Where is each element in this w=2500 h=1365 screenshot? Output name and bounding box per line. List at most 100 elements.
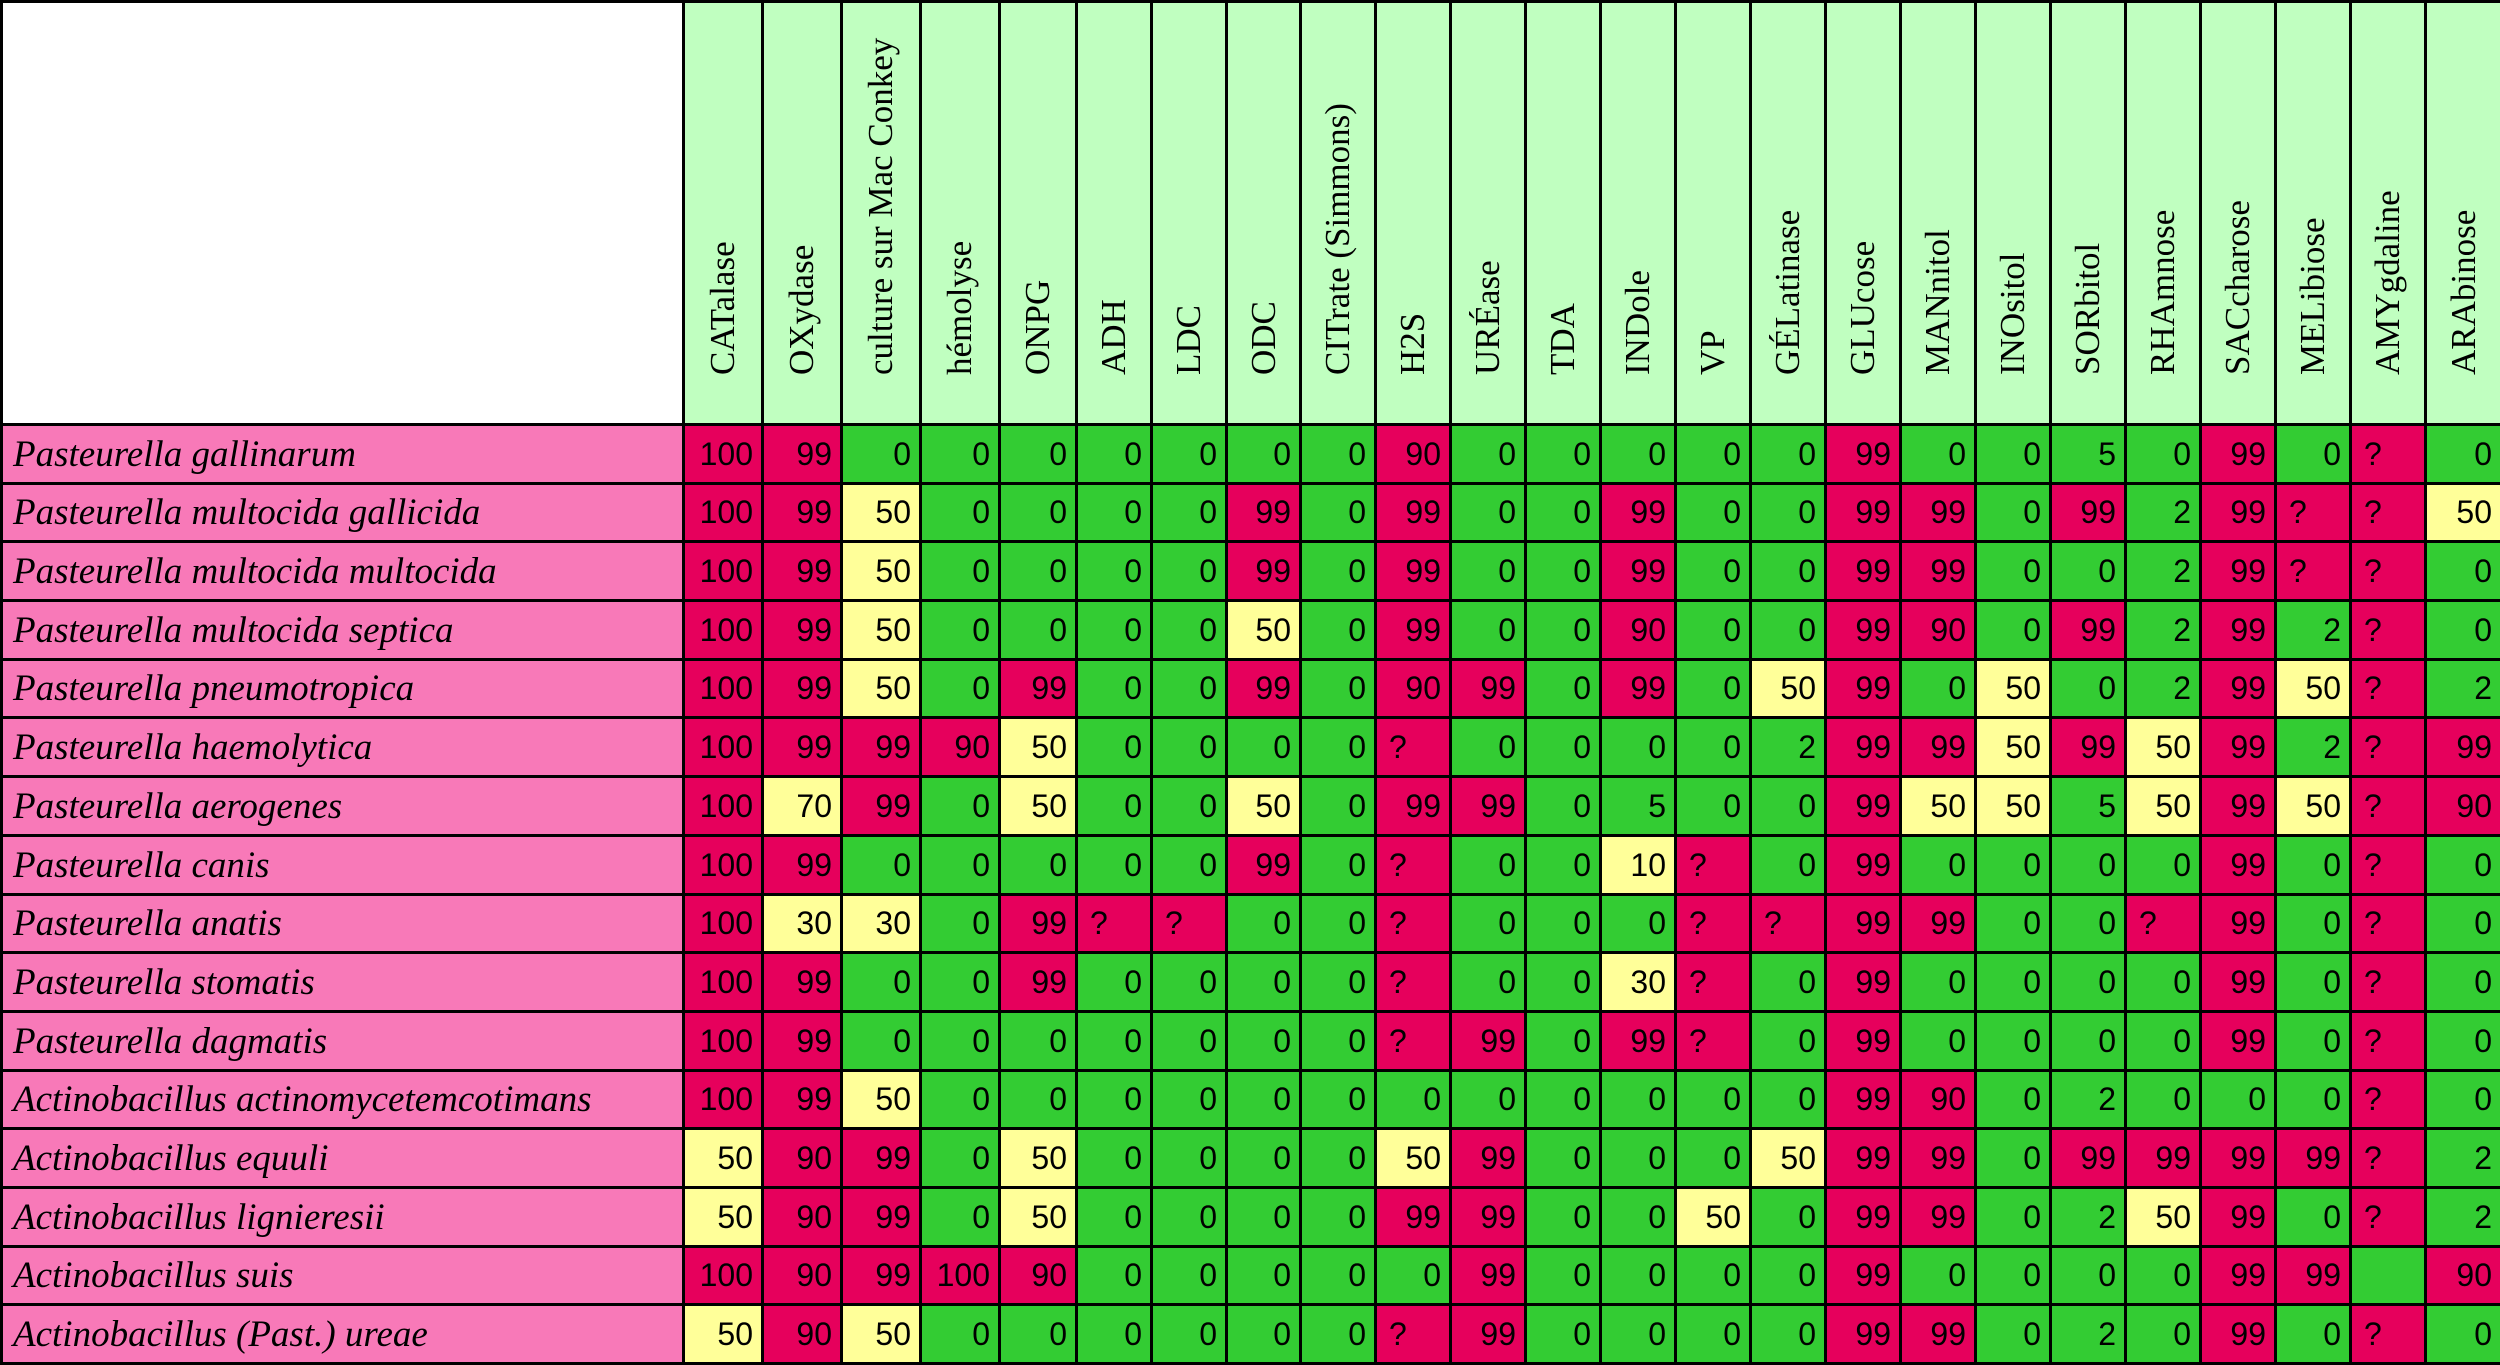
table-cell: 99 (1824, 1303, 1902, 1365)
table-cell: 50 (2124, 775, 2202, 837)
table-cell: 0 (1899, 1245, 1977, 1306)
table-cell: 99 (2424, 716, 2500, 778)
table-cell: 99 (1449, 658, 1527, 719)
table-cell: 99 (1449, 1303, 1527, 1365)
table-cell: 50 (998, 1127, 1078, 1189)
table-cell: 90 (998, 1245, 1078, 1306)
table-cell: 0 (1974, 1069, 2052, 1130)
table-cell: 0 (1524, 1069, 1602, 1130)
table-cell: 99 (1899, 1303, 1977, 1365)
table-cell: 99 (840, 716, 922, 778)
table-cell: 0 (1974, 1303, 2052, 1365)
table-cell: 0 (1674, 423, 1752, 485)
table-cell: 90 (1374, 423, 1452, 485)
table-cell: 0 (840, 951, 922, 1013)
table-cell: ? (1674, 834, 1752, 896)
table-cell: 0 (1899, 951, 1977, 1013)
table-cell: 100 (682, 658, 764, 719)
table-cell: ? (2349, 951, 2427, 1013)
table-cell: 0 (2274, 1069, 2352, 1130)
table-cell: 0 (2049, 951, 2127, 1013)
table-cell: 0 (1749, 1245, 1827, 1306)
table-cell: 100 (682, 482, 764, 543)
column-header: RHAmnose (2124, 0, 2202, 426)
table-cell: ? (1374, 1010, 1452, 1072)
table-cell: ? (2349, 482, 2427, 543)
table-cell: 0 (840, 1010, 922, 1072)
table-cell: 0 (2124, 834, 2202, 896)
table-cell: 0 (1075, 540, 1153, 602)
table-cell: 0 (1674, 1303, 1752, 1365)
column-header: MELibiose (2274, 0, 2352, 426)
table-cell: 99 (761, 951, 843, 1013)
column-header: OXydase (761, 0, 843, 426)
table-cell: 0 (919, 834, 1001, 896)
table-cell: 99 (1374, 1186, 1452, 1248)
table-cell: 0 (2424, 834, 2500, 896)
table-cell: 50 (840, 658, 922, 719)
table-cell: ? (2124, 893, 2202, 954)
table-cell: 99 (1449, 775, 1527, 837)
table-cell: 0 (2049, 540, 2127, 602)
table-cell: 99 (2199, 658, 2277, 719)
table-cell: 0 (919, 1186, 1001, 1248)
table-cell: 0 (1974, 540, 2052, 602)
table-cell: 99 (1824, 1069, 1902, 1130)
column-header-label: LDC (1169, 305, 1208, 375)
table-cell: 0 (919, 893, 1001, 954)
table-cell: 0 (998, 1069, 1078, 1130)
table-cell: 0 (1299, 599, 1377, 661)
table-cell: 99 (761, 834, 843, 896)
column-header: CATalase (682, 0, 764, 426)
table-cell: 99 (761, 658, 843, 719)
table-cell: 0 (1674, 1069, 1752, 1130)
table-cell: 0 (2124, 1069, 2202, 1130)
table-cell: 0 (1374, 1069, 1452, 1130)
table-cell: 0 (2424, 951, 2500, 1013)
table-cell: 0 (1075, 423, 1153, 485)
column-header: CITrate (Simmons) (1299, 0, 1377, 426)
table-cell: 0 (840, 423, 922, 485)
table-cell: 99 (1824, 1010, 1902, 1072)
table-cell: 99 (1824, 1127, 1902, 1189)
column-header: ARAbinose (2424, 0, 2500, 426)
table-cell: 2 (2274, 716, 2352, 778)
table-cell: 50 (1374, 1127, 1452, 1189)
table-cell: 99 (1225, 834, 1302, 896)
table-cell: 0 (1299, 1127, 1377, 1189)
table-cell: 0 (1225, 1010, 1302, 1072)
row-label: Pasteurella dagmatis (0, 1010, 685, 1072)
table-cell: 0 (2424, 1010, 2500, 1072)
column-header-label: MELibiose (2293, 217, 2332, 375)
table-cell: ? (1374, 1303, 1452, 1365)
table-cell: 0 (998, 423, 1078, 485)
table-cell: 0 (1524, 951, 1602, 1013)
table-cell: 0 (1225, 1245, 1302, 1306)
table-cell: 0 (1974, 1186, 2052, 1248)
table-cell: ? (1075, 893, 1153, 954)
table-cell: 99 (1599, 540, 1677, 602)
table-cell: 99 (2199, 1303, 2277, 1365)
table-cell: 99 (2199, 540, 2277, 602)
table-cell: 0 (1974, 599, 2052, 661)
table-cell: 0 (1299, 716, 1377, 778)
table-cell: 99 (761, 716, 843, 778)
table-cell: 30 (761, 893, 843, 954)
table-cell: 0 (2274, 893, 2352, 954)
table-cell: 99 (761, 1010, 843, 1072)
table-cell: 99 (1824, 834, 1902, 896)
table-cell: 99 (2199, 482, 2277, 543)
table-cell: 0 (1599, 893, 1677, 954)
table-cell: 2 (2424, 658, 2500, 719)
table-cell: 90 (761, 1245, 843, 1306)
table-cell: 0 (1749, 482, 1827, 543)
row-label: Pasteurella canis (0, 834, 685, 896)
table-cell: 0 (1974, 834, 2052, 896)
table-cell: 99 (1374, 482, 1452, 543)
table-cell: ? (2349, 893, 2427, 954)
table-cell: 0 (1674, 482, 1752, 543)
table-cell: 99 (2199, 716, 2277, 778)
column-header: MANnitol (1899, 0, 1977, 426)
table-cell: 90 (919, 716, 1001, 778)
table-cell: 0 (1075, 1010, 1153, 1072)
